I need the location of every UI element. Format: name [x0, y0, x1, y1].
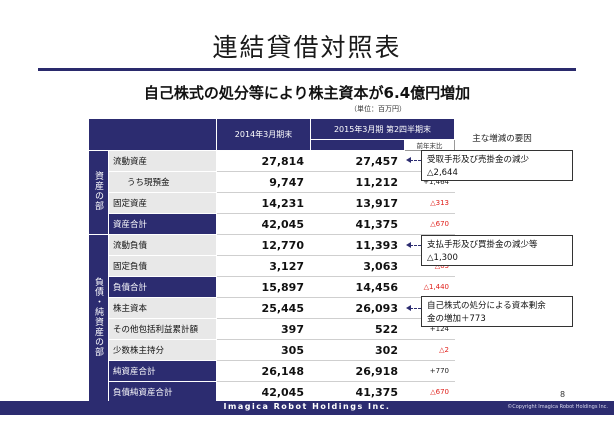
value-2014: 15,897: [216, 276, 311, 298]
value-2015q2: 302: [310, 339, 405, 361]
row-label: その他包括利益累計額: [108, 318, 217, 340]
section-label-liabilities: 負債・純資産の部: [88, 234, 109, 403]
value-2014: 12,770: [216, 234, 311, 256]
row-label: 流動資産: [108, 150, 217, 172]
row-label: 負債合計: [108, 276, 217, 298]
unit-note: （単位：百万円）: [350, 105, 406, 113]
value-2015q2: 14,456: [310, 276, 405, 298]
value-2015q2: 522: [310, 318, 405, 340]
row-label: 負債純資産合計: [108, 381, 217, 403]
value-2014: 397: [216, 318, 311, 340]
value-2015q2: 26,918: [310, 360, 405, 382]
note-box-current-liabilities: 支払手形及び買掛金の減少等 △1,300: [421, 235, 573, 266]
value-2014: 27,814: [216, 150, 311, 172]
table-row: 株主資本 25,445 26,093 +648: [89, 297, 455, 319]
row-label: 流動負債: [108, 234, 217, 256]
value-2014: 42,045: [216, 381, 311, 403]
row-label: 固定負債: [108, 255, 217, 277]
table-row: 固定資産 14,231 13,917 △313: [89, 192, 455, 214]
row-label: うち現預金: [108, 171, 217, 193]
note-text: △1,300: [427, 253, 458, 263]
header-corner: [88, 118, 217, 151]
table-row: 負債・純資産の部 流動負債 12,770 11,393 △1,377: [88, 234, 455, 403]
row-label: 少数株主持分: [108, 339, 217, 361]
value-change: △1,440: [404, 276, 455, 298]
page-number: 8: [560, 390, 566, 399]
value-2014: 9,747: [216, 171, 311, 193]
column-header-change: 前年末比: [404, 139, 455, 151]
table-row: 負債合計 15,897 14,456 △1,440: [89, 276, 455, 298]
value-2015q2: 41,375: [310, 213, 405, 235]
table-row: うち現預金 9,747 11,212 +1,464: [89, 171, 455, 193]
value-2015q2: 11,212: [310, 171, 405, 193]
value-change: △313: [404, 192, 455, 214]
slide-subtitle: 自己株式の処分等により株主資本が6.4億円増加: [143, 84, 471, 102]
note-text: 受取手形及び売掛金の減少: [427, 155, 530, 165]
note-text: △2,644: [427, 168, 458, 178]
value-2014: 305: [216, 339, 311, 361]
value-2015q2: 41,375: [310, 381, 405, 403]
note-text: 金の増加＋773: [427, 314, 486, 324]
notes-heading: 主な増減の要因: [472, 134, 532, 144]
column-header-2015q2: 2015年3月期 第2四半期末: [310, 118, 455, 140]
row-label: 純資産合計: [108, 360, 217, 382]
table-row: その他包括利益累計額 397 522 +124: [89, 318, 455, 340]
note-box-shareholders-equity: 自己株式の処分による資本剰余 金の増加＋773: [421, 296, 573, 327]
row-label: 固定資産: [108, 192, 217, 214]
note-box-current-assets: 受取手形及び売掛金の減少 △2,644: [421, 150, 573, 181]
table-row: 資産合計 42,045 41,375 △670: [89, 213, 455, 235]
value-change: △2: [404, 339, 455, 361]
value-2015q2: 26,093: [310, 297, 405, 319]
table-row: 資産の部 流動資産 27,814 27,457 △357: [88, 150, 455, 235]
value-2015q2: 27,457: [310, 150, 405, 172]
value-2014: 3,127: [216, 255, 311, 277]
value-2014: 14,231: [216, 192, 311, 214]
balance-sheet-table: 2014年3月期末 2015年3月期 第2四半期末 前年末比 資産の部 流動資産…: [88, 118, 455, 403]
value-change: +770: [404, 360, 455, 382]
arrow-icon: [406, 305, 421, 311]
arrow-icon: [406, 157, 421, 163]
row-label: 株主資本: [108, 297, 217, 319]
value-2014: 25,445: [216, 297, 311, 319]
value-2015q2: 11,393: [310, 234, 405, 256]
value-2015q2: 3,063: [310, 255, 405, 277]
note-text: 自己株式の処分による資本剰余: [427, 301, 546, 311]
slide-title: 連結貸借対照表: [212, 33, 402, 62]
arrow-icon: [406, 242, 421, 248]
value-change: △670: [404, 381, 455, 403]
note-text: 支払手形及び買掛金の減少等: [427, 240, 538, 250]
footer-brand: Imagica Robot Holdings Inc.: [223, 402, 391, 411]
title-rule: [38, 68, 576, 71]
section-label-assets: 資産の部: [88, 150, 109, 235]
footer-bar: [0, 401, 614, 415]
table-row: 固定負債 3,127 3,063 △63: [89, 255, 455, 277]
value-2014: 42,045: [216, 213, 311, 235]
table-row: 負債純資産合計 42,045 41,375 △670: [89, 381, 455, 403]
footer-copyright: ©Copyright Imagica Robot Holdings Inc.: [507, 404, 608, 410]
value-2014: 26,148: [216, 360, 311, 382]
table-row: 純資産合計 26,148 26,918 +770: [89, 360, 455, 382]
value-change: △670: [404, 213, 455, 235]
row-label: 資産合計: [108, 213, 217, 235]
column-header-2014: 2014年3月期末: [216, 118, 311, 151]
table-row: 少数株主持分 305 302 △2: [89, 339, 455, 361]
value-2015q2: 13,917: [310, 192, 405, 214]
